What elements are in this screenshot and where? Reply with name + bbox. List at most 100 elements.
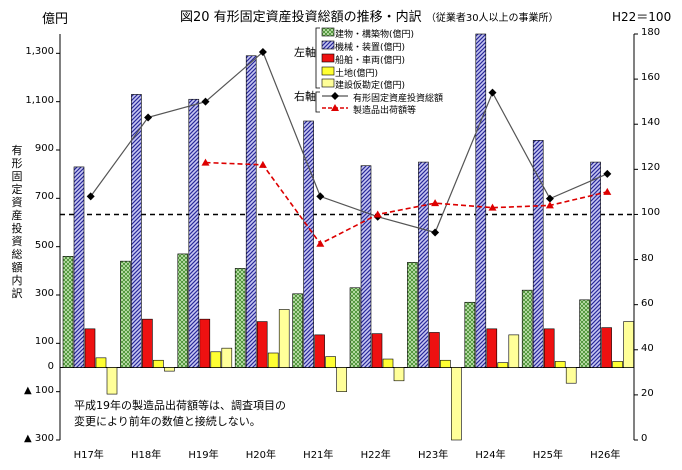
legend-bracket-right	[315, 91, 320, 113]
left-tick-label: 700	[34, 191, 54, 203]
point-investment	[258, 48, 267, 57]
category-label: H25年	[532, 450, 564, 461]
legend-marks	[315, 27, 348, 113]
bar-ship	[142, 318, 153, 368]
bar-construction	[508, 334, 520, 368]
category-label: H22年	[360, 450, 391, 461]
bar-construction	[106, 367, 118, 395]
left-tick-label: 1,300	[25, 46, 54, 58]
legend-marker-investment	[331, 92, 339, 100]
bar-construction	[623, 321, 634, 368]
point-investment	[545, 194, 554, 203]
point-investment	[603, 169, 612, 178]
note-line-2: 変更により前年の数値と接続しない。	[74, 415, 261, 428]
right-tick-label: 140	[641, 117, 661, 129]
legend-swatch-building	[321, 27, 335, 37]
bar-ship	[429, 332, 440, 368]
line-shipment	[205, 161, 608, 245]
bar-construction	[164, 367, 175, 372]
bar-building	[62, 256, 74, 368]
left-tick-label: ▲ 300	[24, 433, 54, 444]
bar-building	[234, 268, 246, 368]
point-shipment	[431, 199, 440, 207]
point-investment	[488, 88, 497, 97]
right-tick-label: 100	[641, 207, 661, 219]
legend-label-land: 土地(億円)	[335, 69, 379, 79]
bar-ship	[486, 328, 498, 368]
vertical-axis-label: 有形固定資産投資総額内訳	[11, 144, 23, 300]
category-label: H23年	[417, 450, 449, 461]
legend-bracket-left	[315, 27, 320, 89]
right-tick-label: 120	[641, 162, 661, 174]
bars	[62, 33, 634, 441]
bar-ship	[84, 328, 96, 368]
point-shipment	[316, 239, 325, 247]
chart-title: 図20 有形固定資産投資総額の推移・内訳 （従業者30人以上の事業所）	[180, 6, 559, 25]
bar-machinery	[532, 140, 544, 368]
line-investment	[90, 51, 608, 234]
bar-machinery	[590, 161, 601, 368]
legend-label-building: 建物・構築物(億円)	[335, 30, 415, 40]
point-investment	[431, 228, 440, 237]
bar-machinery	[131, 94, 142, 368]
bar-construction	[565, 367, 577, 384]
left-tick-label: 500	[34, 239, 54, 251]
bar-construction	[336, 367, 347, 392]
legend-label-ship: 船舶・車両(億円)	[335, 56, 406, 66]
note-line-1: 平成19年の製造品出荷額等は、調査項目の	[74, 399, 286, 412]
category-label: H17年	[73, 450, 104, 461]
bar-construction	[393, 367, 405, 382]
bar-land	[554, 361, 566, 368]
bar-construction	[278, 309, 290, 368]
right-axis-unit: H22＝100	[612, 10, 672, 24]
chart-note: 平成19年の製造品出荷額等は、調査項目の 変更により前年の数値と接続しない。	[74, 398, 286, 430]
bar-land	[440, 359, 451, 368]
category-label: H26年	[590, 450, 621, 461]
point-investment	[86, 192, 95, 201]
legend-swatch-construction	[321, 78, 335, 88]
bar-ship	[543, 328, 555, 368]
bar-construction	[221, 347, 233, 368]
bar-land	[267, 352, 279, 368]
legend-group-left: 左軸	[294, 46, 316, 59]
bar-land	[382, 358, 394, 368]
legend-label-investment: 有形固定資産投資総額	[353, 94, 444, 104]
bar-machinery	[73, 166, 85, 368]
bar-land	[325, 356, 336, 368]
category-label: H21年	[303, 450, 334, 461]
chart-title-text: 図20 有形固定資産投資総額の推移・内訳	[180, 10, 422, 25]
bar-machinery	[245, 55, 257, 368]
left-tick-label-zero: 0	[47, 360, 54, 372]
category-label: H18年	[130, 450, 162, 461]
bar-ship	[601, 327, 612, 368]
legend-swatch-ship	[321, 53, 335, 63]
bar-machinery	[418, 161, 429, 368]
right-tick-label: 60	[641, 297, 654, 309]
legend-label-machinery: 機械・装置(億円)	[335, 43, 406, 53]
left-tick-label: ▲ 100	[24, 384, 54, 396]
bar-ship	[314, 334, 325, 368]
right-tick-label: 40	[641, 342, 654, 354]
point-shipment	[373, 210, 382, 218]
legend-marker-shipment	[331, 104, 339, 111]
left-tick-label: 300	[34, 288, 54, 299]
point-shipment	[258, 160, 267, 168]
legend-group-right: 右軸	[294, 90, 316, 103]
legend-swatch-land	[321, 66, 335, 76]
left-tick-label: 1,100	[25, 94, 54, 106]
bar-ship	[256, 321, 268, 368]
bar-land	[153, 359, 164, 368]
point-investment	[316, 192, 325, 201]
bar-construction	[451, 367, 462, 441]
point-investment	[201, 97, 210, 106]
bar-machinery	[303, 120, 314, 368]
chart-subtitle: （従業者30人以上の事業所）	[425, 13, 559, 24]
bar-building	[521, 289, 533, 368]
left-tick-label: 900	[34, 143, 54, 154]
bar-machinery	[360, 165, 372, 368]
legend-swatch-machinery	[321, 40, 335, 50]
right-tick-label: 20	[641, 387, 654, 399]
left-axis-unit: 億円	[42, 12, 69, 27]
bar-building	[464, 301, 476, 368]
